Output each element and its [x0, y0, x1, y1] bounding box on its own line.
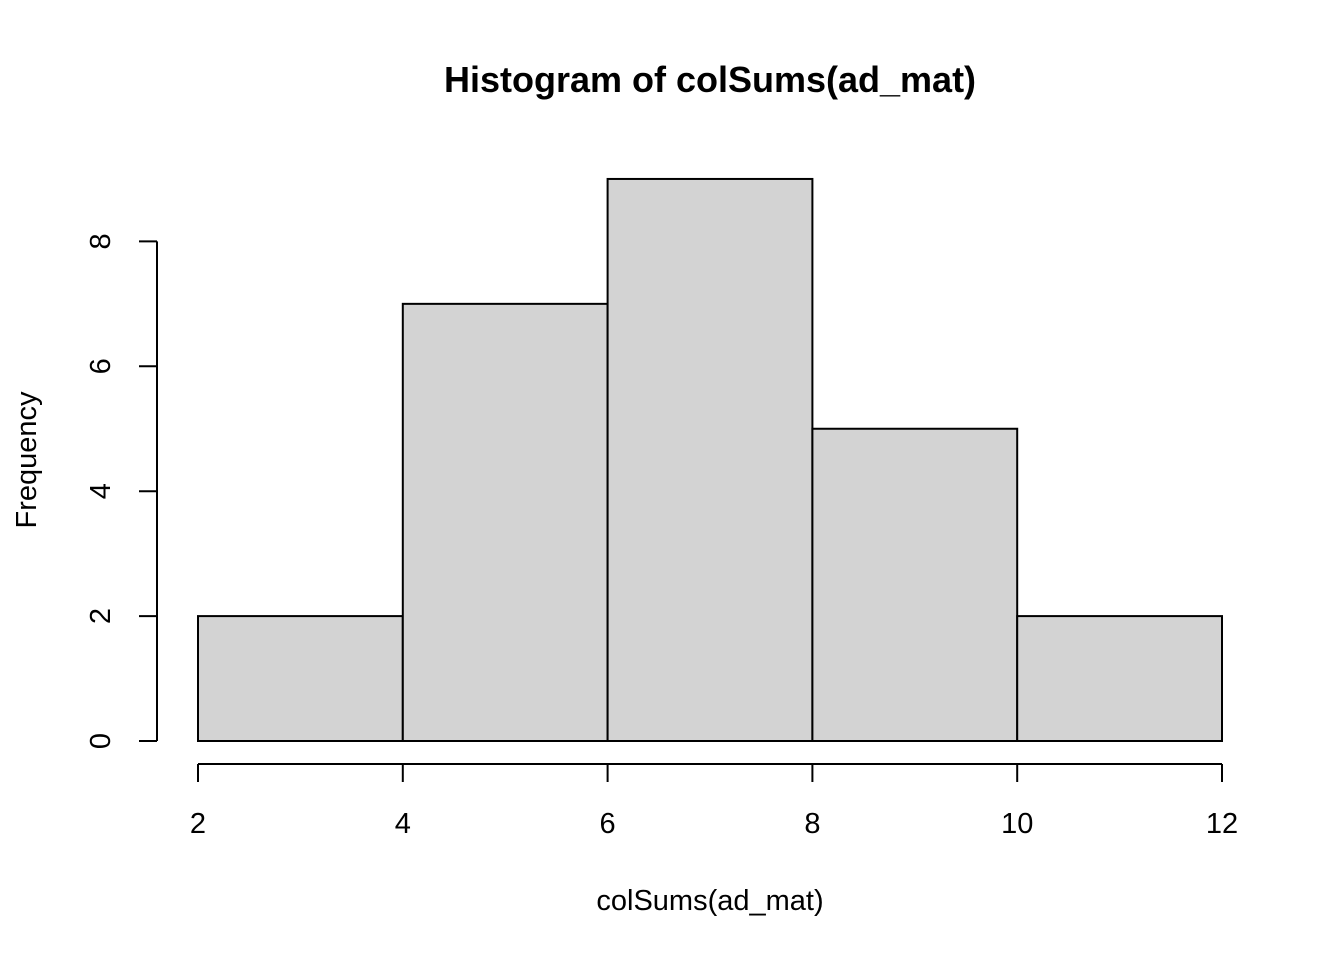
x-axis-label: colSums(ad_mat) — [596, 885, 823, 917]
histogram-bar-4 — [811, 427, 1019, 742]
y-tick-label-4: 8 — [85, 233, 117, 249]
y-tick-label-3: 6 — [85, 358, 117, 374]
x-axis: 2 4 6 8 10 12 — [190, 763, 1238, 840]
histogram-bar-3 — [606, 177, 814, 742]
y-axis-label: Frequency — [11, 391, 43, 529]
chart-title: Histogram of colSums(ad_mat) — [444, 59, 976, 100]
x-tick-label-0: 2 — [190, 808, 206, 840]
histogram-bar-1 — [197, 615, 404, 742]
x-tick-label-4: 10 — [1001, 808, 1033, 840]
y-axis: 0 2 4 6 8 — [85, 233, 158, 749]
y-tick-label-1: 2 — [85, 608, 117, 624]
x-tick-label-1: 4 — [395, 808, 411, 840]
y-tick-label-0: 0 — [85, 733, 117, 749]
histogram-bar-2 — [401, 302, 609, 742]
y-tick-label-2: 4 — [85, 483, 117, 499]
x-tick-label-5: 12 — [1206, 808, 1238, 840]
x-tick-label-2: 6 — [600, 808, 616, 840]
x-tick-label-3: 8 — [804, 808, 820, 840]
bars-group — [197, 177, 1224, 742]
histogram-bar-5 — [1016, 615, 1224, 742]
